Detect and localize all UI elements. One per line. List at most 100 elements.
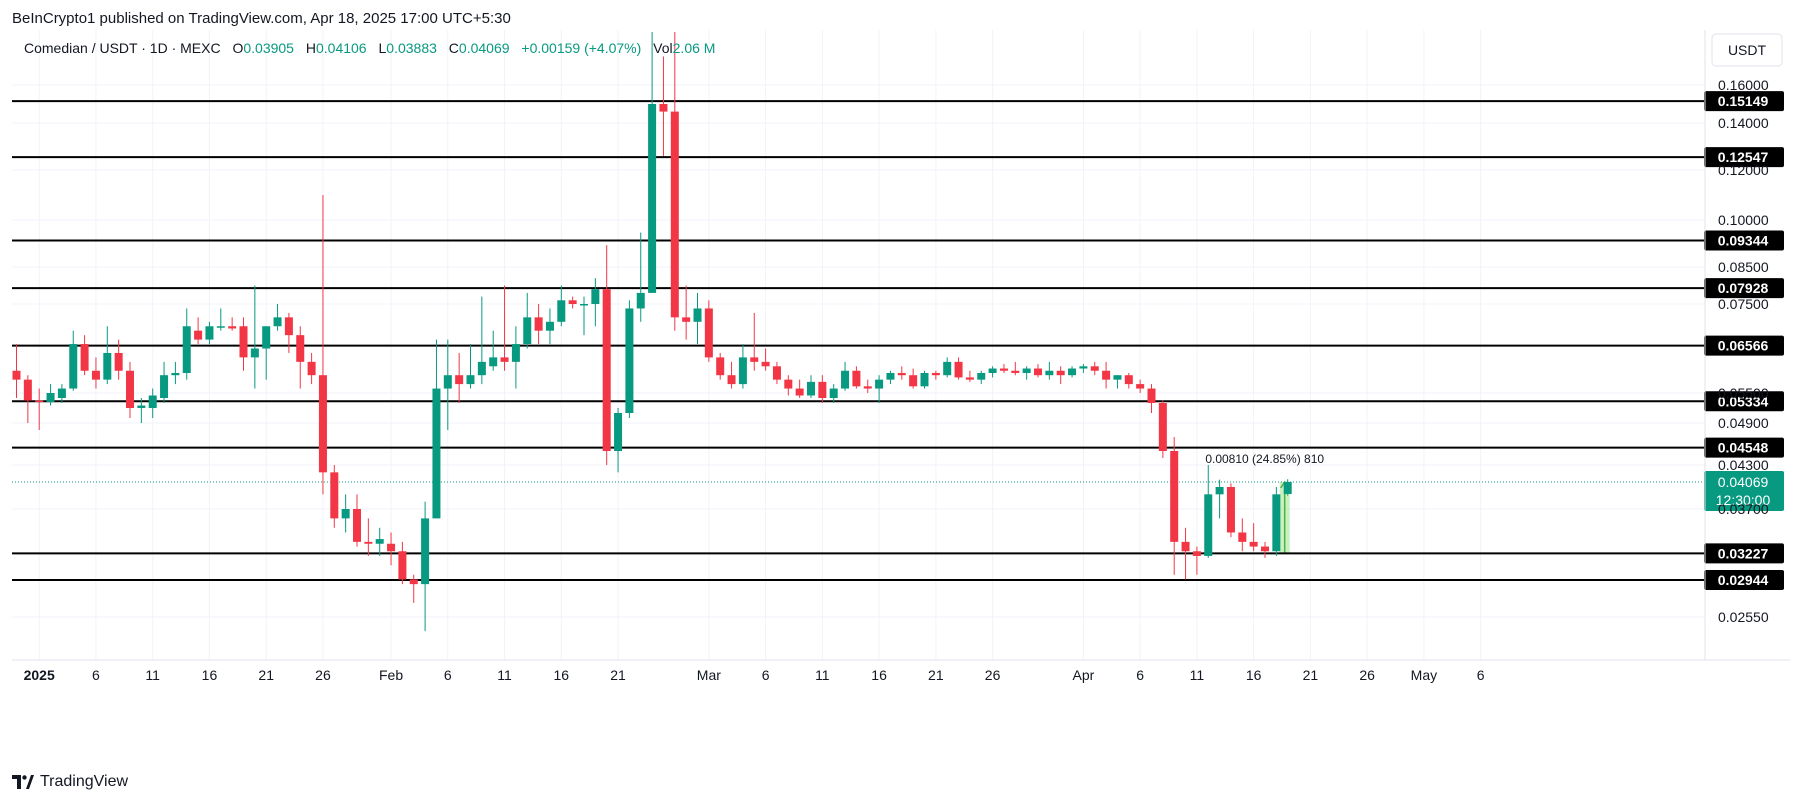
candle-body: [965, 377, 974, 380]
candle-body: [148, 395, 157, 408]
candle-body: [1068, 368, 1077, 376]
measure-label: 0.00810 (24.85%) 810: [1205, 452, 1324, 466]
level-badge: [1704, 437, 1784, 458]
candle-body: [988, 368, 997, 373]
price-tick-label: 0.12000: [1718, 162, 1769, 178]
time-tick-label: 11: [815, 667, 830, 683]
level-badge-label: 0.09344: [1718, 233, 1769, 249]
candle-body: [545, 321, 554, 331]
legend-open-value: 0.03905: [243, 40, 294, 56]
candle-body: [364, 541, 373, 544]
level-badge-label: 0.02944: [1718, 572, 1769, 588]
time-tick-label: 26: [1359, 667, 1375, 683]
candle-body: [284, 317, 293, 336]
candle-body: [977, 372, 986, 380]
candle-body: [35, 400, 44, 402]
candle-body: [568, 300, 577, 304]
price-tick-label: 0.04300: [1718, 457, 1769, 473]
level-badge: [1704, 335, 1784, 356]
candle-body: [1249, 541, 1258, 547]
time-tick-label: 6: [92, 667, 100, 683]
candlestick-chart[interactable]: 0.00810 (24.85%) 810 0.15149 0.12547 0.093…: [0, 30, 1805, 775]
time-tick-label: May: [1411, 667, 1437, 683]
time-tick-label: 11: [497, 667, 512, 683]
candle-body: [455, 375, 464, 385]
measure-tool[interactable]: 0.00810 (24.85%) 810: [1205, 452, 1324, 554]
candle-body: [80, 344, 89, 371]
legend-low-label: L: [378, 40, 386, 56]
time-tick-label: 6: [762, 667, 770, 683]
time-tick-label: 16: [554, 667, 570, 683]
time-tick-label: 16: [871, 667, 887, 683]
candle-body: [182, 326, 191, 373]
time-tick-label: 21: [610, 667, 626, 683]
candle-body: [931, 372, 940, 376]
candle-body: [727, 375, 736, 385]
candle-body: [670, 111, 679, 318]
candle-body: [375, 539, 384, 544]
candle-body: [1056, 370, 1065, 376]
candle-body: [421, 518, 430, 585]
level-badge: [1704, 91, 1784, 112]
candle-body: [318, 375, 327, 473]
candle-body: [466, 375, 475, 385]
candle-body: [943, 361, 952, 376]
candle-body: [353, 509, 361, 542]
candle-body: [341, 509, 350, 519]
horizontal-levels[interactable]: 0.15149 0.12547 0.09344 0.07928 0.06566 0.053…: [12, 91, 1784, 590]
candle-body: [1011, 370, 1020, 373]
candle-body: [1102, 370, 1111, 380]
level-badge-label: 0.07928: [1718, 280, 1769, 296]
candle-body: [500, 357, 509, 362]
candle-body: [648, 104, 657, 293]
candle-body: [103, 352, 112, 380]
time-tick-label: 6: [1477, 667, 1485, 683]
candle-body: [262, 326, 271, 349]
time-tick-label: 11: [145, 667, 160, 683]
candle-body: [57, 388, 66, 398]
candle-body: [23, 379, 32, 401]
legend-change: +0.00159 (+4.07%): [521, 40, 641, 56]
candle-body: [1022, 368, 1031, 373]
candle-body: [886, 372, 895, 380]
candle-body: [625, 308, 634, 413]
legend: Comedian / USDT · 1D · MEXC O0.03905 H0.…: [24, 40, 715, 56]
time-tick-label: 26: [985, 667, 1001, 683]
candle-body: [477, 361, 486, 376]
price-tick-label: 0.07500: [1718, 296, 1769, 312]
candle-body: [1283, 481, 1292, 494]
candle-body: [602, 289, 611, 451]
candle-body: [1079, 366, 1088, 369]
candle-body: [1226, 487, 1235, 533]
price-tick-label: 0.03700: [1718, 501, 1769, 517]
candle-body: [1147, 388, 1156, 403]
level-badge: [1704, 391, 1784, 412]
candle-body: [1181, 541, 1190, 552]
candle-body: [954, 361, 963, 378]
level-badge-label: 0.06566: [1718, 338, 1769, 354]
candle-body: [738, 357, 747, 385]
candle-body: [807, 381, 815, 396]
legend-open-label: O: [232, 40, 243, 56]
candle-body: [171, 372, 180, 376]
level-badge-label: 0.04548: [1718, 440, 1769, 456]
price-tick-label: 0.04900: [1718, 415, 1769, 431]
published-info: BeInCrypto1 published on TradingView.com…: [12, 10, 511, 27]
chart-area[interactable]: 0.00810 (24.85%) 810 0.15149 0.12547 0.093…: [0, 30, 1805, 775]
level-badge: [1704, 569, 1784, 590]
legend-high-value: 0.04106: [316, 40, 367, 56]
candle-body: [761, 361, 770, 367]
candle-body: [1113, 375, 1122, 380]
level-badge-label: 0.05334: [1718, 393, 1769, 409]
currency-button[interactable]: USDT: [1711, 33, 1783, 67]
price-tick-label: 0.16000: [1718, 77, 1769, 93]
legend-symbol: Comedian / USDT · 1D · MEXC: [24, 40, 221, 56]
candle-body: [704, 308, 713, 358]
candle-body: [1158, 403, 1167, 451]
price-tick-label: 0.05500: [1718, 385, 1769, 401]
footer-brand[interactable]: TradingView: [12, 773, 128, 791]
time-tick-label: 11: [1190, 667, 1205, 683]
candle-body: [330, 472, 339, 519]
legend-close-label: C: [449, 40, 459, 56]
candle-body: [841, 370, 850, 389]
